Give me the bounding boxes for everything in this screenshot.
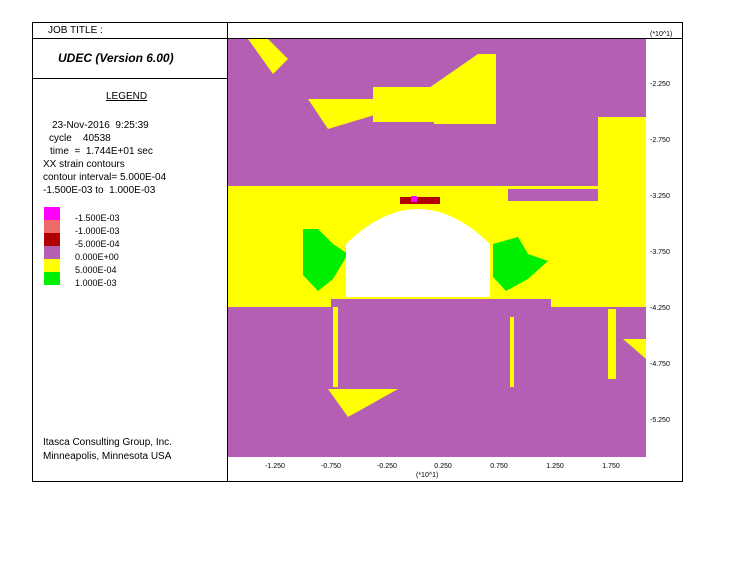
legend-swatch: [44, 207, 60, 220]
contour-zone-positive: [373, 87, 443, 122]
software-version: UDEC (Version 6.00): [58, 51, 174, 65]
x-tick-label: -0.750: [321, 463, 341, 470]
legend-range: -1.500E-03 to 1.000E-03: [43, 185, 156, 196]
contour-zone-positive: [308, 54, 496, 129]
job-title-row: [32, 22, 683, 39]
contour-zone-positive: [248, 39, 288, 74]
legend-level-label: -1.000E-03: [75, 226, 120, 236]
x-tick-label: 0.750: [490, 463, 508, 470]
contour-zone-negative: [400, 197, 440, 204]
legend-level-label: 1.000E-03: [75, 278, 117, 288]
legend-cycle: cycle 40538: [49, 133, 111, 144]
y-tick-label: -4.250: [650, 305, 670, 312]
version-box: [32, 39, 228, 79]
contour-zone-positive: [510, 317, 514, 387]
x-tick-label: 1.250: [546, 463, 564, 470]
contour-zone-high-positive: [303, 229, 348, 291]
y-tick-label: -4.750: [650, 361, 670, 368]
x-tick-label: 1.750: [602, 463, 620, 470]
legend-swatch: [44, 233, 60, 246]
x-tick-label: -1.250: [265, 463, 285, 470]
y-tick-label: -3.750: [650, 249, 670, 256]
y-scale-label: (*10^1): [650, 31, 673, 38]
contour-zone-positive: [623, 339, 646, 359]
legend-contour-interval: contour interval= 5.000E-04: [43, 172, 167, 183]
legend-date: 23-Nov-2016 9:25:39: [52, 120, 149, 131]
y-tick-label: -2.250: [650, 81, 670, 88]
legend-level-label: 0.000E+00: [75, 252, 119, 262]
x-tick-label: 0.250: [434, 463, 452, 470]
legend-level-label: -1.500E-03: [75, 213, 120, 223]
y-tick-label: -3.250: [650, 193, 670, 200]
company-name: Itasca Consulting Group, Inc.: [43, 437, 172, 448]
contour-zone-high-positive: [493, 237, 548, 291]
legend-swatch: [44, 246, 60, 259]
contour-zone-positive: [328, 389, 398, 417]
contour-zone-zero: [508, 189, 598, 201]
legend-swatch: [44, 272, 60, 285]
x-scale-label: (*10^1): [416, 472, 439, 479]
y-tick-label: -5.250: [650, 417, 670, 424]
legend-swatch: [44, 220, 60, 233]
legend-panel: [32, 22, 228, 482]
legend-swatch: [44, 259, 60, 272]
plot-frame: [32, 22, 683, 482]
contour-zone-zero: [331, 299, 551, 309]
legend-level-label: 5.000E-04: [75, 265, 117, 275]
legend-title: LEGEND: [106, 91, 148, 102]
y-tick-label: -2.750: [650, 137, 670, 144]
job-title-label: JOB TITLE :: [48, 25, 103, 36]
company-location: Minneapolis, Minnesota USA: [43, 451, 172, 462]
legend-time: time = 1.744E+01 sec: [50, 146, 153, 157]
excavation-void: [346, 209, 490, 297]
contour-map: [228, 39, 646, 457]
legend-variable: XX strain contours: [43, 159, 125, 170]
contour-zone-zero: [228, 307, 646, 457]
contour-zone-most-negative: [411, 196, 417, 202]
contour-zone-positive: [608, 309, 616, 379]
x-tick-label: -0.250: [377, 463, 397, 470]
contour-plot: [228, 39, 646, 457]
contour-zone-positive: [333, 307, 338, 387]
legend-level-label: -5.000E-04: [75, 239, 120, 249]
